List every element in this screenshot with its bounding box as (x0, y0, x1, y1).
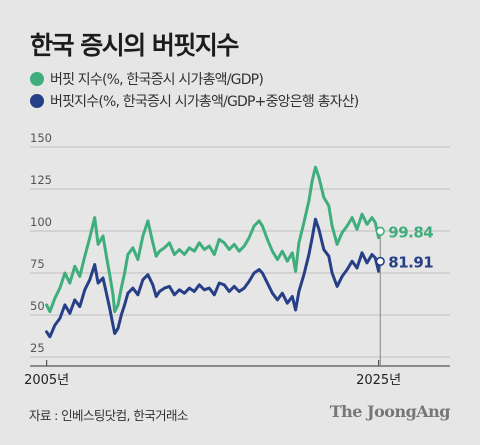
y-tick-label-25: 25 (30, 341, 45, 355)
y-tick-label-50: 50 (30, 299, 45, 313)
end-marker-1 (375, 256, 385, 266)
legend-label-green: 버핏 지수(%, 한국증시 시가총액/GDP) (50, 72, 264, 88)
end-value-label-0: 99.84 (388, 223, 433, 241)
legend: 버핏 지수(%, 한국증시 시가총액/GDP) 버핏지수(%, 한국증시 시가총… (30, 68, 359, 112)
x-tick-label-2005: 2005년 (24, 373, 69, 388)
chart-title: 한국 증시의 버핏지수 (30, 31, 239, 60)
legend-swatch-navy (30, 94, 44, 108)
y-tick-label-150: 150 (30, 131, 52, 145)
source-note: 자료 : 인베스팅닷컴, 한국거래소 (29, 408, 188, 423)
legend-item-navy: 버핏지수(%, 한국증시 시가총액/GDP+중앙은행 총자산) (30, 90, 359, 112)
y-tick-label-100: 100 (30, 215, 52, 229)
legend-label-navy: 버핏지수(%, 한국증시 시가총액/GDP+중앙은행 총자산) (50, 94, 359, 110)
series-line-1 (45, 217, 382, 339)
legend-item-green: 버핏 지수(%, 한국증시 시가총액/GDP) (30, 68, 358, 90)
legend-swatch-green (30, 72, 44, 86)
brand-logo: The JoongAng (329, 402, 451, 421)
x-tick-label-2025: 2025년 (356, 373, 401, 388)
end-marker-0 (375, 226, 385, 236)
y-tick-label-125: 125 (30, 173, 52, 187)
series-line-0 (45, 165, 382, 314)
y-tick-label-75: 75 (30, 257, 45, 271)
end-value-label-1: 81.91 (388, 253, 433, 271)
